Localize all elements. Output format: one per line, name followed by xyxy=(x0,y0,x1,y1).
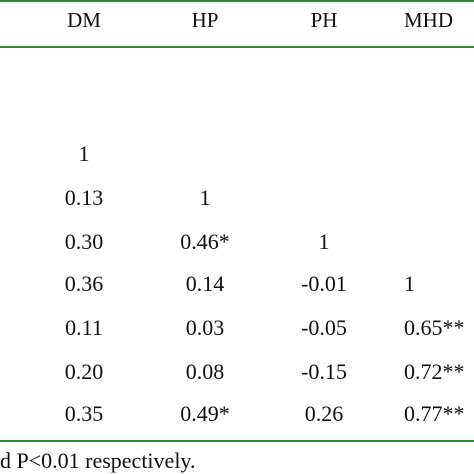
table-cell: 1 xyxy=(199,185,211,210)
column-header: HP xyxy=(191,8,219,32)
table-cell: 0.46* xyxy=(180,229,230,254)
table-cell: 0.49* xyxy=(180,401,230,426)
table-cell: -0.15 xyxy=(301,359,347,384)
table-cell: 0.65** xyxy=(404,315,465,340)
column-header: PH xyxy=(310,8,338,32)
table-cell: 0.13 xyxy=(64,185,104,210)
column-header: MHD xyxy=(404,8,454,32)
table-cell: 1 xyxy=(404,271,415,296)
table-footnote: d P<0.01 respectively. xyxy=(0,448,196,473)
table-cell: -0.05 xyxy=(301,315,347,340)
table-cell: 0.20 xyxy=(64,359,104,384)
table-cell: 0.77** xyxy=(404,401,465,426)
table-top-rule xyxy=(0,0,474,2)
table-cell: 0.36 xyxy=(64,271,104,296)
table-cell: -0.01 xyxy=(301,271,347,296)
table-cell: 0.08 xyxy=(185,359,225,384)
table-cell: 0.35 xyxy=(64,401,104,426)
table-cell: 0.03 xyxy=(185,315,225,340)
table-cell: 0.30 xyxy=(64,229,104,254)
table-cell: 1 xyxy=(78,141,90,166)
table-header-rule xyxy=(0,46,474,48)
column-header: DM xyxy=(67,8,101,32)
table-cell: 0.11 xyxy=(65,315,103,340)
table-cell: 1 xyxy=(318,229,330,254)
table-bottom-rule xyxy=(0,440,474,442)
table-cell: 0.72** xyxy=(404,359,465,384)
table-cell: 0.26 xyxy=(304,401,344,426)
table-cell: 0.14 xyxy=(185,271,225,296)
